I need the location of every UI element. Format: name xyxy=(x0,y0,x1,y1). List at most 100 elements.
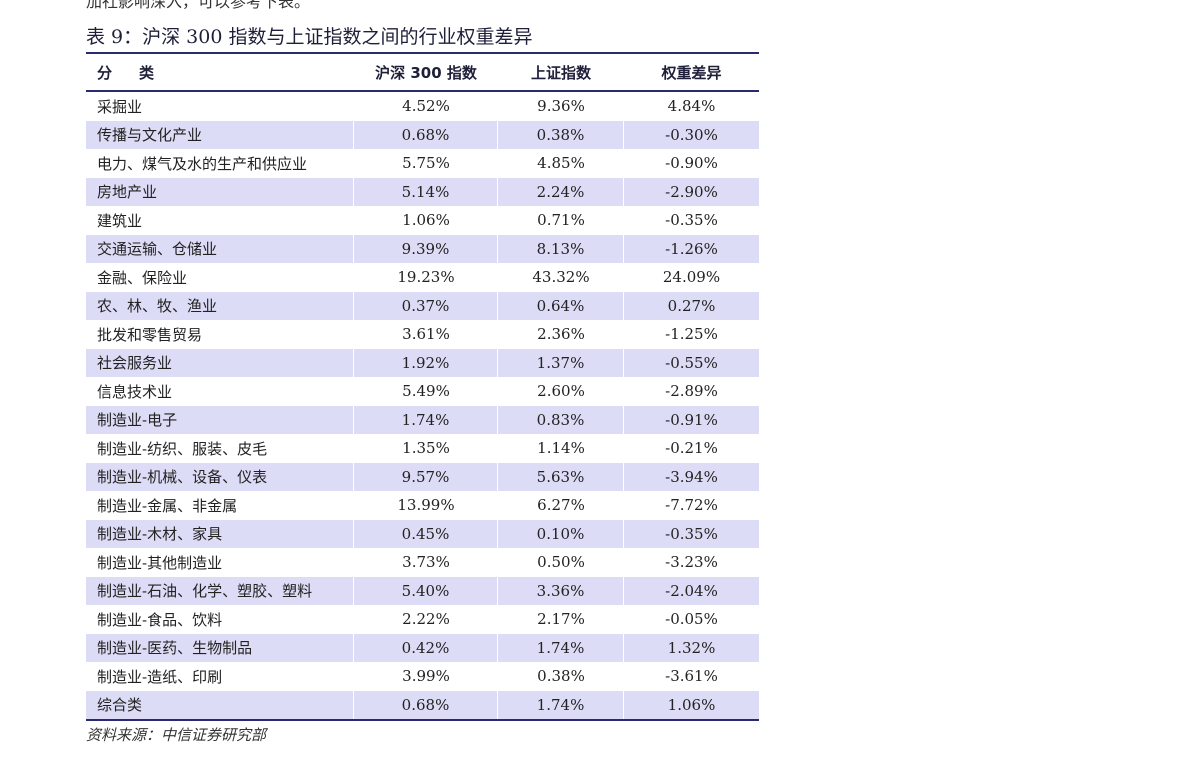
row-hs300-weight: 5.40% xyxy=(354,576,498,605)
industry-weight-table: 分 类 沪深 300 指数 上证指数 权重差异 采掘业 4.52% 9.36% 4.8… xyxy=(86,52,759,721)
row-sse-weight: 0.83% xyxy=(498,405,624,434)
row-category: 建筑业 xyxy=(97,211,143,230)
table-row: 批发和零售贸易 3.61% 2.36% -1.25% xyxy=(86,320,759,349)
row-category: 金融、保险业 xyxy=(97,268,188,287)
row-sse-weight: 0.38% xyxy=(498,120,624,149)
row-sse-weight: 2.17% xyxy=(537,610,585,629)
table-row: 制造业-其他制造业 3.73% 0.50% -3.23% xyxy=(86,548,759,577)
row-hs300-weight: 5.49% xyxy=(402,382,450,401)
row-hs300-weight: 0.68% xyxy=(354,690,498,719)
row-category: 制造业-医药、生物制品 xyxy=(86,633,354,662)
row-hs300-weight: 9.57% xyxy=(354,462,498,491)
table-row: 制造业-金属、非金属 13.99% 6.27% -7.72% xyxy=(86,491,759,520)
row-sse-weight: 2.60% xyxy=(537,382,585,401)
row-sse-weight: 1.74% xyxy=(498,690,624,719)
header-weight-diff: 权重差异 xyxy=(661,63,722,82)
table-row: 传播与文化产业 0.68% 0.38% -0.30% xyxy=(86,120,759,149)
table-row: 金融、保险业 19.23% 43.32% 24.09% xyxy=(86,263,759,292)
table-row: 制造业-石油、化学、塑胶、塑料 5.40% 3.36% -2.04% xyxy=(86,576,759,605)
row-category: 房地产业 xyxy=(86,177,354,206)
table-row: 制造业-机械、设备、仪表 9.57% 5.63% -3.94% xyxy=(86,462,759,491)
row-hs300-weight: 0.68% xyxy=(354,120,498,149)
table-row: 社会服务业 1.92% 1.37% -0.55% xyxy=(86,348,759,377)
row-hs300-weight: 4.52% xyxy=(402,97,450,116)
row-sse-weight: 8.13% xyxy=(498,234,624,263)
row-sse-weight: 1.14% xyxy=(537,439,585,458)
row-hs300-weight: 1.74% xyxy=(354,405,498,434)
row-weight-diff: -3.61% xyxy=(665,667,718,686)
table-row: 采掘业 4.52% 9.36% 4.84% xyxy=(86,92,759,121)
row-category: 传播与文化产业 xyxy=(86,120,354,149)
row-weight-diff: -0.55% xyxy=(665,353,718,372)
table-row: 建筑业 1.06% 0.71% -0.35% xyxy=(86,206,759,235)
table-row: 制造业-木材、家具 0.45% 0.10% -0.35% xyxy=(86,519,759,548)
row-weight-diff: -7.72% xyxy=(665,496,718,515)
row-category: 制造业-石油、化学、塑胶、塑料 xyxy=(86,576,354,605)
row-sse-weight: 0.50% xyxy=(537,553,585,572)
row-weight-diff: 0.27% xyxy=(667,296,716,315)
row-weight-diff: -3.94% xyxy=(665,467,718,486)
row-sse-weight: 9.36% xyxy=(537,97,585,116)
row-weight-diff: -0.30% xyxy=(665,125,718,144)
row-weight-diff: -1.26% xyxy=(665,239,718,258)
row-hs300-weight: 13.99% xyxy=(397,496,455,515)
row-hs300-weight: 1.92% xyxy=(354,348,498,377)
row-sse-weight: 1.37% xyxy=(498,348,624,377)
row-weight-diff: 4.84% xyxy=(667,97,716,116)
table-row: 房地产业 5.14% 2.24% -2.90% xyxy=(86,177,759,206)
row-category: 综合类 xyxy=(86,690,354,719)
row-hs300-weight: 5.75% xyxy=(402,154,450,173)
table-header-row: 分 类 沪深 300 指数 上证指数 权重差异 xyxy=(86,54,759,92)
header-hs300: 沪深 300 指数 xyxy=(375,63,477,82)
row-hs300-weight: 0.42% xyxy=(354,633,498,662)
row-category: 电力、煤气及水的生产和供应业 xyxy=(97,154,308,173)
row-sse-weight: 3.36% xyxy=(498,576,624,605)
row-sse-weight: 1.74% xyxy=(498,633,624,662)
row-category: 制造业-纺织、服装、皮毛 xyxy=(97,439,268,458)
row-weight-diff: 1.06% xyxy=(667,695,716,714)
row-hs300-weight: 5.14% xyxy=(354,177,498,206)
row-category: 制造业-其他制造业 xyxy=(97,553,223,572)
row-weight-diff: 1.32% xyxy=(667,638,716,657)
row-weight-diff: -1.25% xyxy=(665,325,718,344)
row-category: 制造业-电子 xyxy=(86,405,354,434)
row-category: 制造业-食品、饮料 xyxy=(97,610,223,629)
source-note: 资料来源：中信证券研究部 xyxy=(86,726,267,744)
row-weight-diff: -0.35% xyxy=(665,524,718,543)
row-category: 制造业-木材、家具 xyxy=(86,519,354,548)
row-sse-weight: 0.38% xyxy=(537,667,585,686)
row-hs300-weight: 19.23% xyxy=(397,268,455,287)
row-hs300-weight: 3.61% xyxy=(402,325,450,344)
row-weight-diff: -0.35% xyxy=(665,211,718,230)
table-row: 制造业-纺织、服装、皮毛 1.35% 1.14% -0.21% xyxy=(86,434,759,463)
row-hs300-weight: 1.06% xyxy=(402,211,450,230)
row-category: 采掘业 xyxy=(97,97,143,116)
row-hs300-weight: 2.22% xyxy=(402,610,450,629)
row-weight-diff: -0.91% xyxy=(665,410,718,429)
row-category: 制造业-金属、非金属 xyxy=(97,496,238,515)
table-title: 表 9：沪深 300 指数与上证指数之间的行业权重差异 xyxy=(86,26,533,48)
table-row: 信息技术业 5.49% 2.60% -2.89% xyxy=(86,377,759,406)
row-weight-diff: -2.04% xyxy=(665,581,718,600)
row-weight-diff: -3.23% xyxy=(665,553,718,572)
table-row: 综合类 0.68% 1.74% 1.06% xyxy=(86,690,759,719)
row-category: 交通运输、仓储业 xyxy=(86,234,354,263)
row-sse-weight: 5.63% xyxy=(498,462,624,491)
row-weight-diff: -0.05% xyxy=(665,610,718,629)
row-sse-weight: 6.27% xyxy=(537,496,585,515)
table-row: 制造业-电子 1.74% 0.83% -0.91% xyxy=(86,405,759,434)
row-sse-weight: 43.32% xyxy=(532,268,590,287)
row-category: 制造业-造纸、印刷 xyxy=(97,667,223,686)
table-body: 采掘业 4.52% 9.36% 4.84% 传播与文化产业 0.68% 0.38% -0.30… xyxy=(86,92,759,719)
row-weight-diff: -0.90% xyxy=(665,154,718,173)
row-weight-diff: -2.89% xyxy=(665,382,718,401)
header-category: 分 类 xyxy=(97,63,161,82)
table-row: 农、林、牧、渔业 0.37% 0.64% 0.27% xyxy=(86,291,759,320)
row-sse-weight: 4.85% xyxy=(537,154,585,173)
row-hs300-weight: 3.73% xyxy=(402,553,450,572)
table-row: 交通运输、仓储业 9.39% 8.13% -1.26% xyxy=(86,234,759,263)
row-hs300-weight: 0.37% xyxy=(354,291,498,320)
row-sse-weight: 2.36% xyxy=(537,325,585,344)
row-category: 批发和零售贸易 xyxy=(97,325,203,344)
row-weight-diff: 24.09% xyxy=(662,268,721,287)
